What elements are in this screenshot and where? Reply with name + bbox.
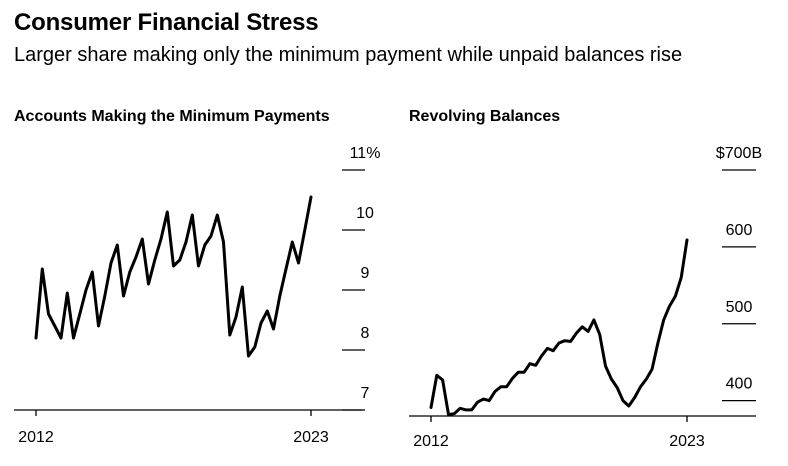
chart-subtitle: Larger share making only the minimum pay… (14, 44, 683, 66)
left-y-tick-label-0: 11% (350, 145, 381, 162)
right-panel-title: Revolving Balances (409, 108, 561, 125)
left-x-tick-label-end: 2023 (293, 429, 329, 446)
right-series-line-0 (429, 238, 689, 416)
left-y-tick-label-4: 7 (361, 385, 370, 402)
left-y-tick-label-1: 10 (356, 205, 374, 222)
right-x-tick-label-start: 2012 (413, 433, 449, 450)
left-y-tick-label-2: 9 (361, 265, 370, 282)
right-y-tick-label-0: $700B (716, 145, 762, 162)
chart-title: Consumer Financial Stress (14, 9, 319, 36)
left-series-line-0 (34, 195, 313, 358)
right-y-tick-label-1: 600 (726, 222, 753, 239)
left-y-tick-label-3: 8 (361, 325, 370, 342)
right-y-tick-label-3: 400 (726, 376, 753, 393)
right-y-tick-label-2: 500 (726, 299, 753, 316)
right-x-tick-label-end: 2023 (669, 433, 705, 450)
left-x-tick-label-start: 2012 (18, 429, 54, 446)
left-panel-title: Accounts Making the Minimum Payments (14, 108, 330, 125)
